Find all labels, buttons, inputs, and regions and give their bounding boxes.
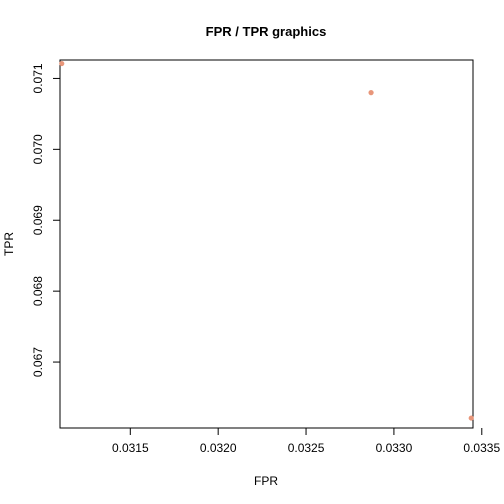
x-axis-label: FPR	[254, 474, 278, 488]
x-tick-label: 0.0320	[200, 441, 237, 455]
y-tick-label: 0.068	[31, 276, 45, 306]
x-tick-label: 0.0315	[112, 441, 149, 455]
y-tick-label: 0.070	[31, 134, 45, 164]
data-points	[59, 60, 474, 421]
data-point	[59, 60, 65, 67]
plot-frame	[59, 59, 474, 429]
y-tick-label: 0.069	[31, 205, 45, 235]
chart-title: FPR / TPR graphics	[206, 24, 327, 39]
y-tick-label: 0.067	[31, 347, 45, 377]
y-axis: 0.067 0.068 0.069 0.070 0.071	[31, 63, 60, 377]
y-axis-label: TPR	[2, 232, 16, 256]
x-tick-label: 0.0325	[288, 441, 325, 455]
data-point	[368, 90, 374, 96]
data-point	[468, 415, 474, 421]
y-tick-label: 0.071	[31, 63, 45, 93]
x-tick-label: 0.0335	[463, 441, 500, 455]
x-tick-label: 0.0330	[376, 441, 413, 455]
x-axis: 0.0315 0.0320 0.0325 0.0330 0.0335	[112, 428, 500, 455]
